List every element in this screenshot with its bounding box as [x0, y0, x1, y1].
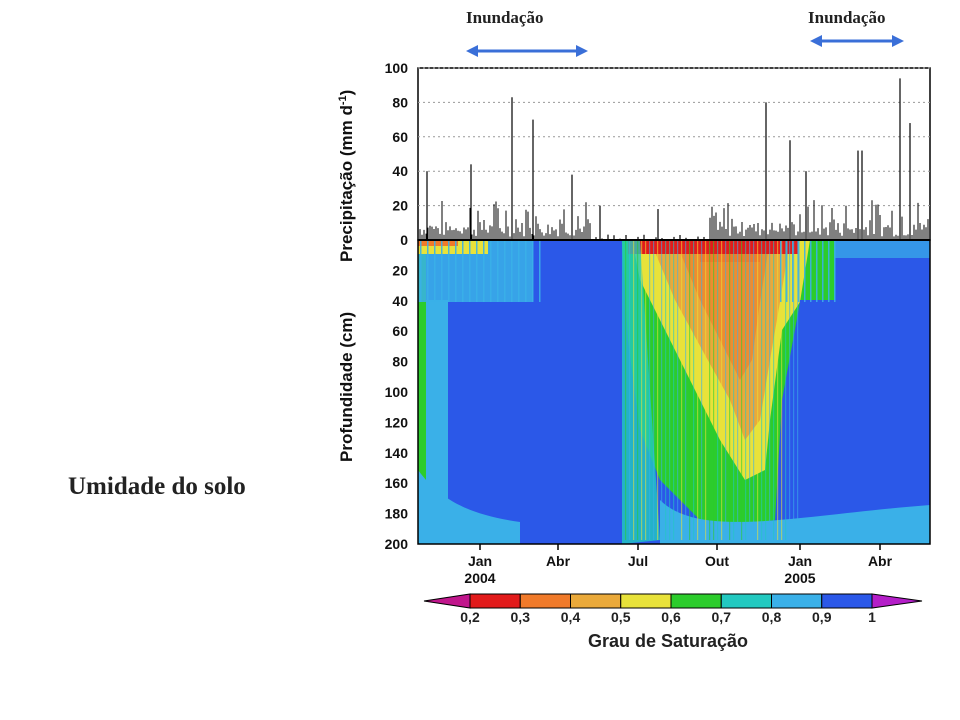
flood-arrow-2 [810, 35, 904, 47]
colorbar-tick-label: 0,4 [561, 609, 581, 625]
saturation-heatmap [418, 240, 930, 544]
colorbar-tick-label: 0,2 [460, 609, 480, 625]
flood-arrow-1 [466, 45, 588, 57]
colorbar-tick-label: 0,6 [661, 609, 681, 625]
colorbar-tick-label: 0,8 [762, 609, 782, 625]
depth-tick-label: 40 [392, 293, 408, 309]
colorbar-swatch [771, 593, 823, 609]
x-tick-label: Jul [628, 553, 648, 569]
precip-axis-label: Precipitação (mm d-1) [337, 90, 356, 262]
colorbar-tick-label: 0,3 [511, 609, 531, 625]
colorbar-tick-label: 0,7 [712, 609, 732, 625]
colorbar-extend-low [423, 593, 471, 609]
depth-axis-label: Profundidade (cm) [337, 312, 356, 462]
x-tick-label: Abr [546, 553, 571, 569]
colorbar-tick-label: 0,9 [812, 609, 832, 625]
colorbar-swatch [519, 593, 571, 609]
soil-moisture-label: Umidade do solo [68, 473, 246, 500]
colorbar-swatch [670, 593, 722, 609]
depth-tick-label: 200 [385, 536, 409, 552]
precip-panel [417, 67, 931, 241]
precip-tick-label: 40 [392, 163, 408, 179]
colorbar-swatch [570, 593, 622, 609]
colorbar-swatch [720, 593, 772, 609]
precip-bars [419, 78, 931, 240]
colorbar-extend-high [871, 593, 923, 609]
depth-tick-label: 160 [385, 475, 409, 491]
x-tick-label: Jan [468, 553, 492, 569]
flood-label-2: Inundação [808, 8, 886, 27]
x-tick-label: Jan [788, 553, 812, 569]
depth-tick-label: 120 [385, 414, 409, 430]
colorbar-swatch [469, 593, 521, 609]
precip-tick-label: 20 [392, 198, 408, 214]
legend-title: Grau de Saturação [588, 631, 748, 651]
colorbar-tick-label: 1 [868, 609, 876, 625]
colorbar-swatch [821, 593, 873, 609]
precip-tick-label: 80 [392, 94, 408, 110]
x-tick-label: Out [705, 553, 729, 569]
x-tick-label: Abr [868, 553, 893, 569]
depth-tick-label: 60 [392, 323, 408, 339]
x-tick-year: 2005 [784, 570, 815, 586]
depth-tick-label: 100 [385, 384, 409, 400]
precip-tick-label: 100 [385, 60, 409, 76]
precip-tick-label: 60 [392, 129, 408, 145]
depth-tick-label: 180 [385, 506, 409, 522]
colorbar-tick-label: 0,5 [611, 609, 631, 625]
precip-tick-label: 0 [400, 232, 408, 248]
depth-tick-label: 140 [385, 445, 409, 461]
x-tick-year: 2004 [464, 570, 495, 586]
saturation-colorbar: 0,2 0,3 0,4 0,5 0,6 0,7 0,8 0,9 1 [423, 593, 923, 625]
flood-label-1: Inundação [466, 8, 544, 27]
colorbar-swatch [620, 593, 672, 609]
depth-tick-label: 20 [392, 262, 408, 278]
depth-tick-label: 80 [392, 354, 408, 370]
